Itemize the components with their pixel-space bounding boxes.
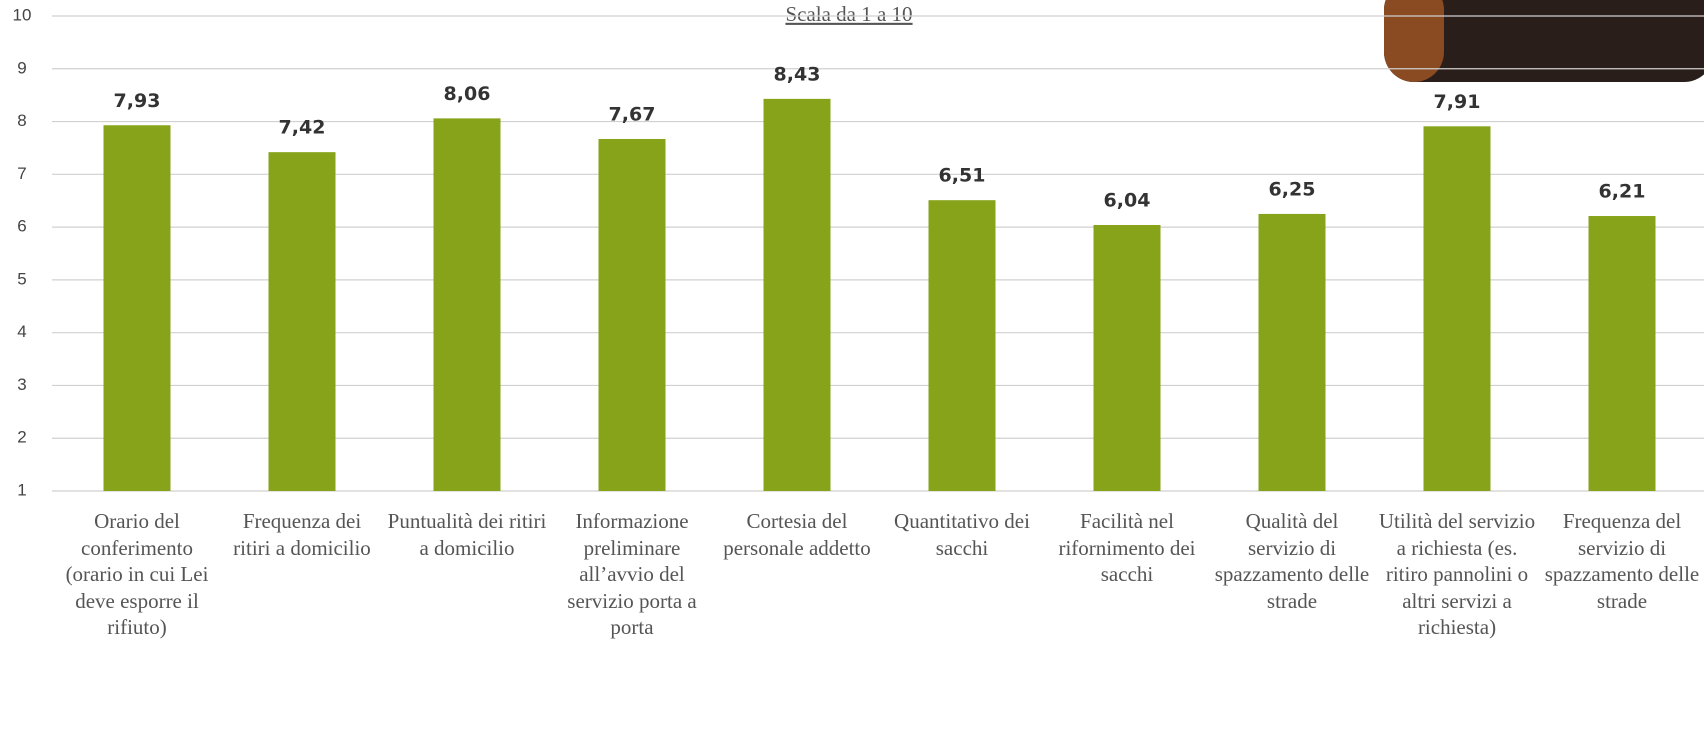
value-label: 8,43	[774, 63, 821, 85]
bar	[1258, 213, 1326, 491]
value-label: 7,93	[114, 90, 161, 112]
value-label: 6,25	[1269, 178, 1316, 200]
y-tick-label: 4	[17, 322, 26, 341]
x-tick-label: Informazione preliminare all’avvio del s…	[567, 509, 697, 639]
x-tick-label: Facilità nel rifornimento dei sacchi	[1058, 509, 1196, 586]
y-tick-label: 1	[17, 480, 26, 499]
y-tick-label: 2	[17, 428, 26, 447]
y-tick-label: 3	[17, 375, 26, 394]
x-tick-label: Puntualità dei ritiri a domicilio	[387, 509, 547, 560]
bar	[928, 200, 996, 491]
x-tick-label: Orario del conferimento (orario in cui L…	[65, 509, 209, 639]
y-tick-label: 9	[17, 58, 26, 77]
bar	[1423, 126, 1491, 492]
y-tick-label: 10	[13, 5, 32, 24]
value-label: 7,42	[279, 117, 326, 139]
x-tick-label: Utilità del servizio a richiesta (es. ri…	[1378, 509, 1536, 639]
y-tick-label: 8	[17, 111, 26, 130]
bar	[598, 138, 666, 491]
value-label: 7,91	[1434, 91, 1481, 113]
value-label: 6,51	[939, 165, 986, 187]
value-label: 6,21	[1599, 181, 1646, 203]
x-tick-label: Frequenza del servizio di spazzamento de…	[1544, 509, 1700, 613]
value-label: 8,06	[444, 83, 491, 105]
x-tick-label: Frequenza dei ritiri a domicilio	[233, 509, 371, 560]
y-tick-label: 7	[17, 164, 26, 183]
y-tick-label: 6	[17, 217, 26, 236]
x-tick-label: Quantitativo dei sacchi	[894, 509, 1030, 560]
bar	[763, 98, 831, 491]
x-tick-label: Qualità del servizio di spazzamento dell…	[1214, 509, 1370, 613]
photo-decoration	[1384, 0, 1704, 82]
value-label: 7,67	[609, 103, 656, 125]
bar	[1093, 225, 1161, 491]
photo-decoration	[1384, 0, 1444, 82]
value-label: 6,04	[1104, 190, 1151, 212]
bar	[1588, 216, 1656, 491]
bar	[268, 152, 336, 491]
x-tick-label: Cortesia del personale addetto	[723, 509, 871, 560]
y-tick-label: 5	[17, 269, 26, 288]
bar	[433, 118, 501, 491]
chart-subtitle: Scala da 1 a 10	[785, 2, 912, 26]
bar	[103, 125, 171, 491]
